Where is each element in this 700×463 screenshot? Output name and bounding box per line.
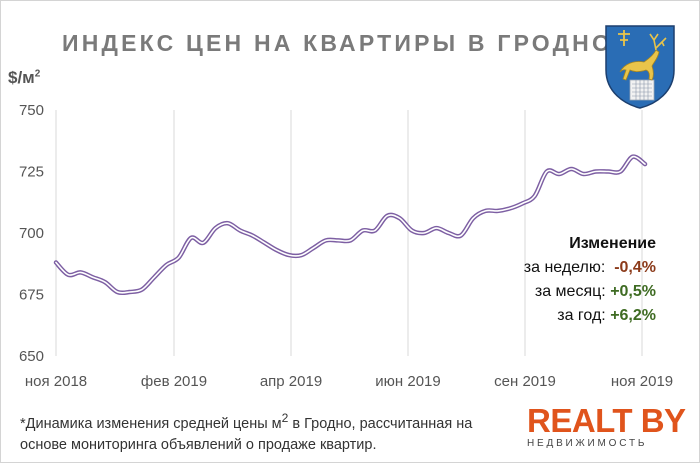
y-tick-label: 675 [19, 287, 44, 304]
change-month-row: за месяц: +0,5% [524, 280, 656, 304]
logo-name: REALT BY [527, 402, 686, 439]
change-week-label: за неделю: [523, 259, 606, 276]
series-layer [53, 154, 648, 296]
y-axis-unit: $/м2 [8, 68, 40, 88]
footnote-text-1: *Динамика изменения средней цены м [20, 415, 282, 432]
realt-by-logo[interactable]: REALT BY НЕДВИЖИМОСТЬ [527, 403, 692, 457]
x-tick-label: ноя 2019 [611, 373, 673, 390]
logo-subtitle: НЕДВИЖИМОСТЬ [527, 438, 648, 449]
footnote: *Динамика изменения средней цены м2 в Гр… [20, 408, 520, 456]
grodno-coat-of-arms-icon [604, 24, 676, 110]
y-tick-label: 700 [19, 225, 44, 242]
change-year-row: за год: +6,2% [524, 304, 656, 328]
x-axis-ticks: ноя 2018 фев 2019 апр 2019 июн 2019 сен 2019… [25, 373, 673, 390]
x-tick-label: фев 2019 [141, 373, 207, 390]
change-year-label: за год: [557, 307, 606, 324]
y-axis-unit-sup: 2 [34, 68, 41, 80]
change-week-row: за неделю: -0,4% [524, 256, 656, 280]
change-summary: Изменение за неделю: -0,4% за месяц: +0,… [524, 232, 656, 328]
change-month-value: +0,5% [610, 283, 656, 300]
coat-of-arms-svg [605, 25, 675, 109]
x-tick-label: апр 2019 [260, 373, 322, 390]
change-week-value: -0,4% [614, 259, 656, 276]
x-tick-label: сен 2019 [494, 373, 556, 390]
x-tick-label: ноя 2018 [25, 373, 87, 390]
change-heading: Изменение [569, 235, 656, 252]
y-tick-label: 650 [19, 348, 44, 365]
grid-layer [55, 110, 643, 356]
y-tick-label: 750 [19, 102, 44, 119]
footnote-sup: 2 [281, 411, 289, 425]
footnote-text-2: в Гродно, рассчитанная на основе монитор… [20, 415, 473, 453]
chart-title: ИНДЕКС ЦЕН НА КВАРТИРЫ В ГРОДНО [62, 30, 614, 56]
y-axis-ticks: 650 675 700 725 750 [19, 102, 44, 365]
y-axis-unit-text: $/м [8, 68, 35, 87]
x-tick-label: июн 2019 [375, 373, 440, 390]
change-year-value: +6,2% [610, 307, 656, 324]
y-tick-label: 725 [19, 164, 44, 181]
change-month-label: за месяц: [534, 283, 606, 300]
series-line [55, 155, 646, 294]
